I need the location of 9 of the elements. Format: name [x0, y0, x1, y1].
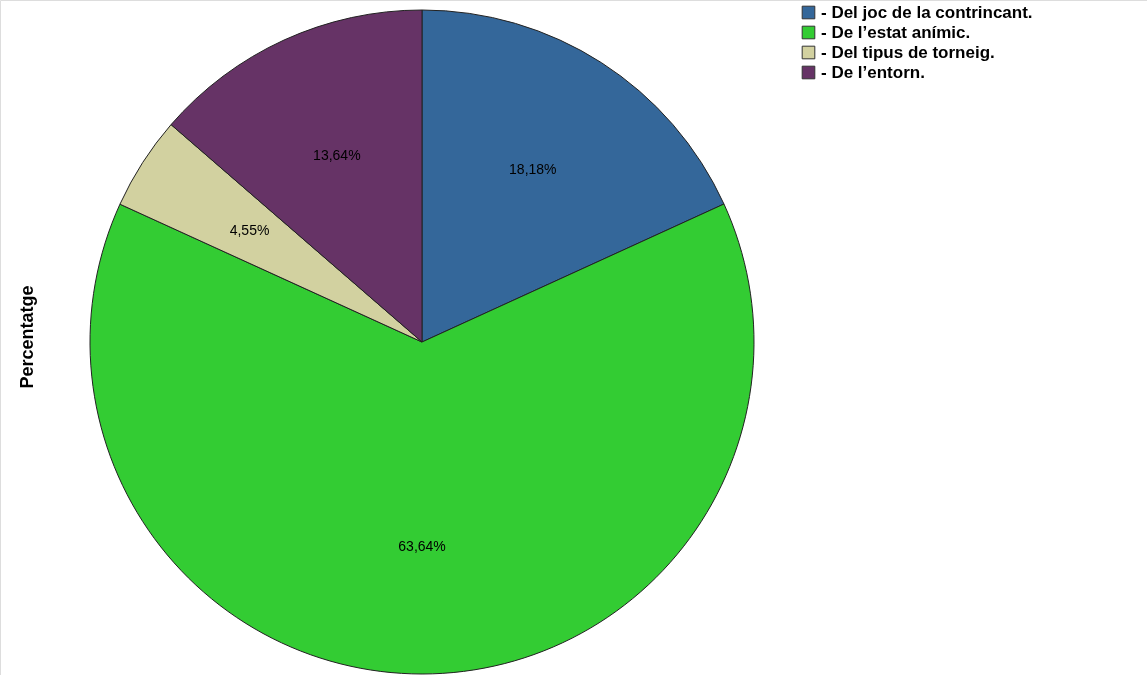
data-label: 4,55% — [229, 222, 270, 239]
data-label: 63,64% — [398, 538, 446, 554]
legend-label: - Del tipus de torneig. — [821, 42, 995, 62]
legend-label: - De l’estat anímic. — [821, 22, 971, 42]
legend-label: - De l’entorn. — [821, 62, 925, 82]
data-label: 13,64% — [313, 146, 361, 163]
text: Percentatge — [17, 285, 37, 389]
legend-label: - Del joc de la contrincant. — [821, 2, 1033, 22]
data-label: 18,18% — [509, 160, 557, 177]
